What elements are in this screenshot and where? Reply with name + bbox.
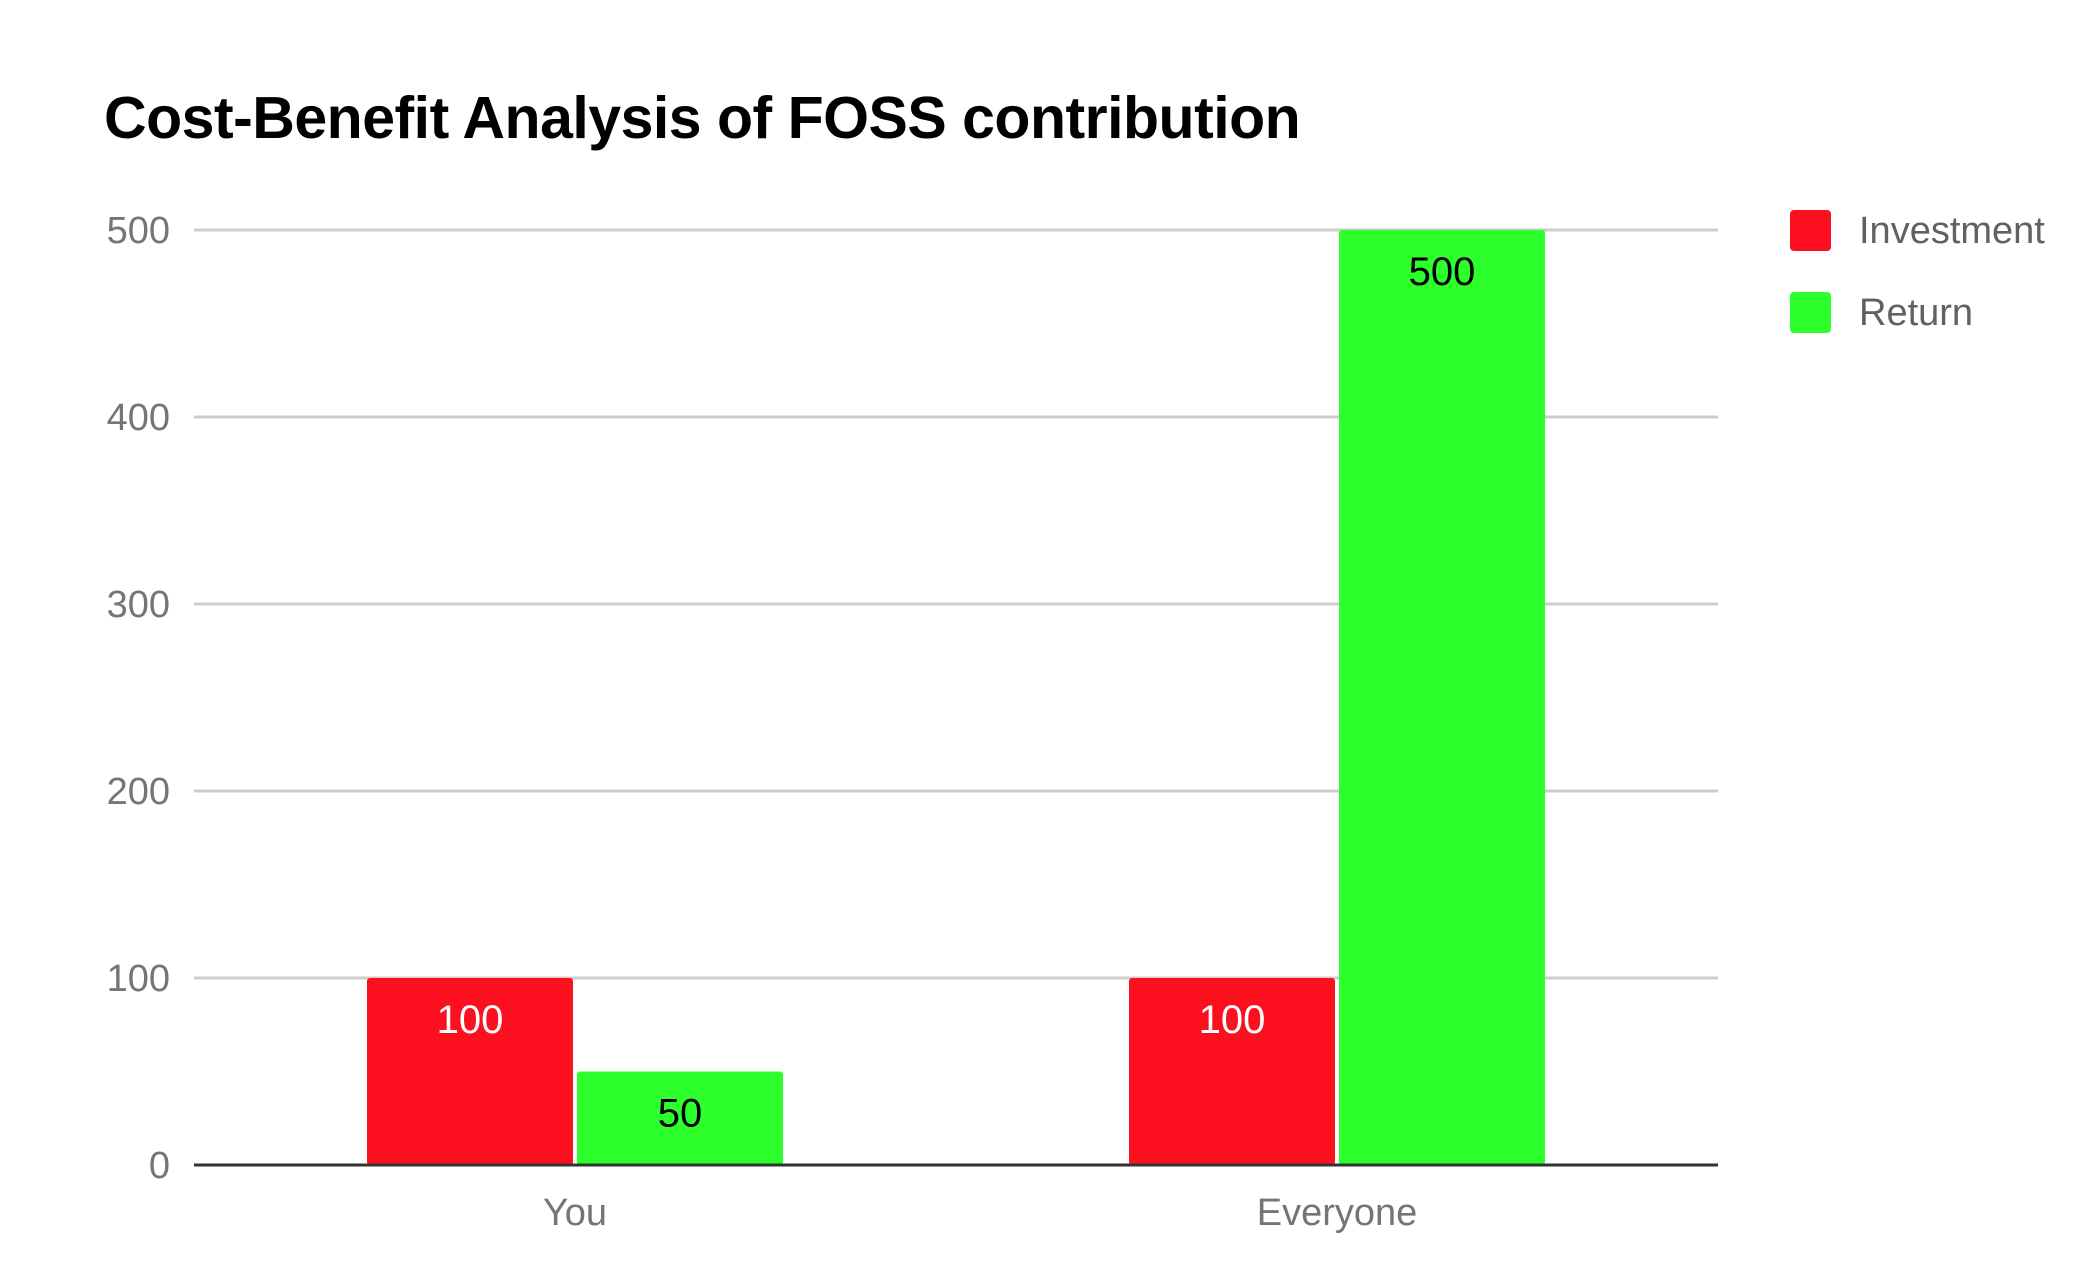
legend-swatch-investment (1790, 210, 1831, 251)
legend-label-investment: Investment (1859, 210, 2045, 252)
x-tick-label: You (543, 1192, 607, 1234)
legend: Investment Return (1790, 210, 2045, 334)
bar-return-everyone (1339, 230, 1545, 1165)
y-tick-label: 300 (107, 584, 170, 626)
data-label: 100 (437, 998, 504, 1042)
y-tick-label: 200 (107, 771, 170, 813)
axes: 0 100 200 300 400 500 You Everyone (107, 210, 1718, 1234)
x-tick-label: Everyone (1257, 1192, 1418, 1234)
bars (367, 230, 1545, 1165)
legend-label-return: Return (1859, 292, 1973, 334)
bar-investment-you (367, 978, 573, 1165)
bar-return-you (577, 1071, 783, 1165)
data-labels: 100 50 100 500 (437, 250, 1476, 1136)
legend-swatch-return (1790, 292, 1831, 333)
y-tick-label: 100 (107, 958, 170, 1000)
data-label: 500 (1409, 250, 1476, 294)
y-tick-label: 400 (107, 397, 170, 439)
chart-title: Cost-Benefit Analysis of FOSS contributi… (104, 85, 1301, 151)
data-label: 100 (1199, 998, 1266, 1042)
bar-investment-everyone (1129, 978, 1335, 1165)
data-label: 50 (658, 1092, 703, 1136)
y-tick-label: 0 (149, 1145, 170, 1187)
y-tick-label: 500 (107, 210, 170, 252)
